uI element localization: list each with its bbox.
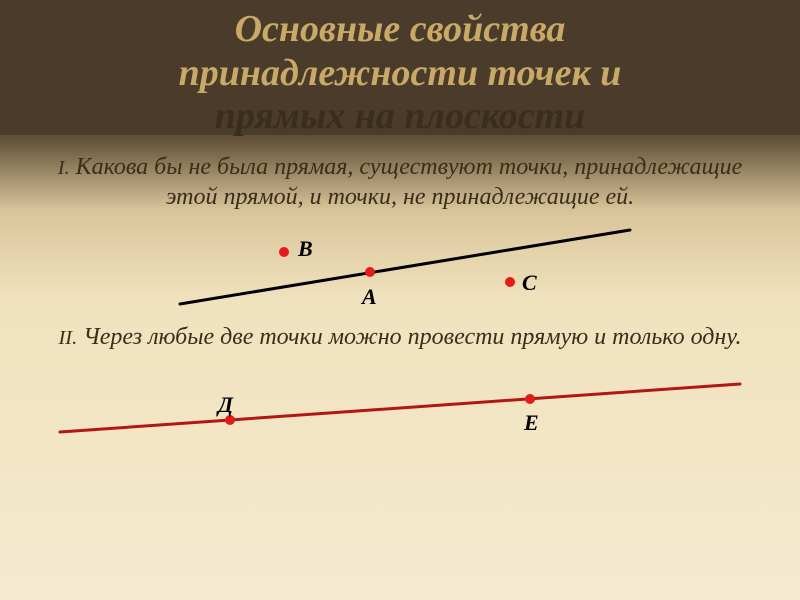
title-line-1: Основные свойства (0, 8, 800, 52)
point-label-B: В (298, 236, 313, 262)
axiom-1-numeral: I. (58, 157, 70, 179)
diagram-1: В А С (40, 212, 760, 322)
point-label-A: А (362, 284, 377, 310)
content-area: I. Какова бы не была прямая, существуют т… (40, 152, 760, 452)
point-label-E: Е (524, 410, 539, 436)
point-label-D: Д (218, 392, 233, 418)
point-E (525, 394, 535, 404)
diagram-1-line (40, 212, 760, 322)
axiom-1-text: Какова бы не была прямая, существуют точ… (76, 154, 743, 210)
title-line-2: принадлежности точек и (0, 52, 800, 96)
point-C (505, 277, 515, 287)
axiom-2-text: Через любые две точки можно провести пря… (83, 324, 741, 350)
line-1 (180, 230, 630, 304)
point-B (279, 247, 289, 257)
diagram-2-line (0, 352, 760, 452)
slide: Основные свойства принадлежности точек и… (0, 0, 800, 600)
title-line-3: прямых на плоскости (0, 95, 800, 139)
point-A (365, 267, 375, 277)
slide-title: Основные свойства принадлежности точек и… (0, 8, 800, 139)
axiom-1: I. Какова бы не была прямая, существуют т… (40, 152, 760, 212)
point-label-C: С (522, 270, 537, 296)
line-2 (60, 384, 740, 432)
axiom-2-numeral: II. (59, 327, 78, 349)
axiom-2: II. Через любые две точки можно провести … (40, 322, 760, 352)
diagram-2: ДЕ (0, 352, 800, 452)
